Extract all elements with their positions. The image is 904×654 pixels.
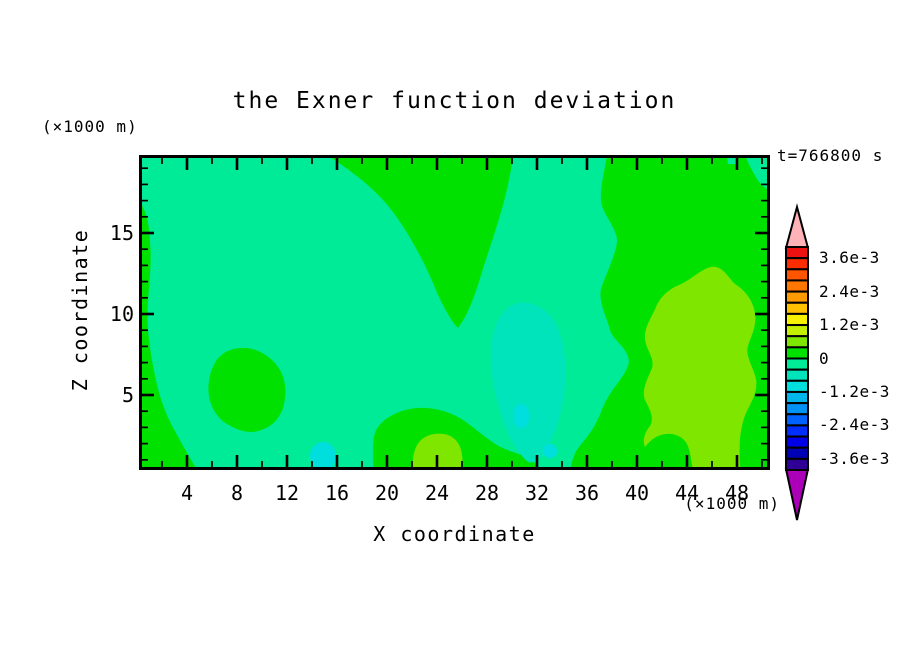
region-turquoise-depression xyxy=(490,302,566,463)
region-cyan-dot-bottom-left xyxy=(310,442,336,469)
contour-field xyxy=(140,156,769,469)
plot-frame xyxy=(139,155,770,470)
colorbar-label-3.6e-3: 3.6e-3 xyxy=(819,248,880,268)
z-tick-label-10: 10 xyxy=(109,302,134,326)
z-tick-label-15: 15 xyxy=(109,221,134,245)
x-tick-label-16: 16 xyxy=(324,481,350,505)
colorbar-segment-10 xyxy=(785,357,809,371)
x-axis-title: X coordinate xyxy=(373,522,536,546)
colorbar-segment-15 xyxy=(785,413,809,427)
colorbar-segment-0 xyxy=(785,246,809,260)
colorbar-segment-3 xyxy=(785,279,809,293)
colorbar xyxy=(784,203,810,521)
colorbar-segment-11 xyxy=(785,368,809,382)
region-green-left-strip xyxy=(140,201,197,469)
z-axis-title: Z coordinate xyxy=(68,228,92,392)
colorbar-segment-1 xyxy=(785,257,809,271)
region-green-blob-left xyxy=(208,347,286,433)
x-tick-label-12: 12 xyxy=(274,481,300,505)
colorbar-label--1.2e-3: -1.2e-3 xyxy=(819,381,890,401)
colorbar-segment-13 xyxy=(785,390,809,405)
x-tick-label-48: 48 xyxy=(724,481,750,505)
z-tick-label-5: 5 xyxy=(121,383,134,407)
colorbar-arrow-down xyxy=(784,468,810,521)
x-tick-label-20: 20 xyxy=(374,481,400,505)
x-tick-label-24: 24 xyxy=(424,481,450,505)
colorbar-segment-14 xyxy=(785,402,809,416)
region-chartreuse-bottom-patch xyxy=(412,433,463,469)
colorbar-segment-19 xyxy=(785,457,809,472)
region-cyan-core xyxy=(513,404,529,428)
colorbar-segment-6 xyxy=(785,312,809,327)
colorbar-label--2.4e-3: -2.4e-3 xyxy=(819,415,890,435)
x-tick-label-4: 4 xyxy=(180,481,194,505)
z-axis-unit-label: (×1000 m) xyxy=(42,117,138,136)
colorbar-segment-9 xyxy=(785,346,809,360)
colorbar-label-0: 0 xyxy=(819,348,830,368)
colorbar-segment-18 xyxy=(785,446,809,460)
x-axis-unit-label: (×1000 m) xyxy=(684,494,780,513)
x-tick-label-8: 8 xyxy=(230,481,244,505)
region-cyan-dot-south xyxy=(543,444,557,458)
time-annotation: t=766800 s xyxy=(777,146,884,165)
region-spring-fleck-top-right xyxy=(727,157,737,164)
x-tick-label-44: 44 xyxy=(674,481,700,505)
colorbar-label--3.6e-3: -3.6e-3 xyxy=(819,448,890,468)
x-tick-label-40: 40 xyxy=(624,481,650,505)
colorbar-label-1.2e-3: 1.2e-3 xyxy=(819,315,880,335)
colorbar-segment-7 xyxy=(785,324,809,338)
colorbar-segment-4 xyxy=(785,290,809,304)
region-chartreuse-ridge xyxy=(643,266,757,469)
colorbar-segment-12 xyxy=(785,379,809,393)
plot-title: the Exner function deviation xyxy=(232,88,677,114)
colorbar-segment-16 xyxy=(785,424,809,438)
colorbar-segment-2 xyxy=(785,268,809,282)
colorbar-label-2.4e-3: 2.4e-3 xyxy=(819,281,880,301)
colorbar-segment-5 xyxy=(785,301,809,315)
colorbar-segment-8 xyxy=(785,335,809,349)
region-green-top-band xyxy=(328,156,513,328)
x-tick-label-32: 32 xyxy=(524,481,550,505)
axis-ticks xyxy=(141,157,768,468)
region-spring-top-right-corner xyxy=(745,156,769,191)
x-tick-label-36: 36 xyxy=(574,481,600,505)
colorbar-arrow-up xyxy=(784,203,810,249)
x-tick-label-28: 28 xyxy=(474,481,500,505)
colorbar-segment-17 xyxy=(785,435,809,449)
